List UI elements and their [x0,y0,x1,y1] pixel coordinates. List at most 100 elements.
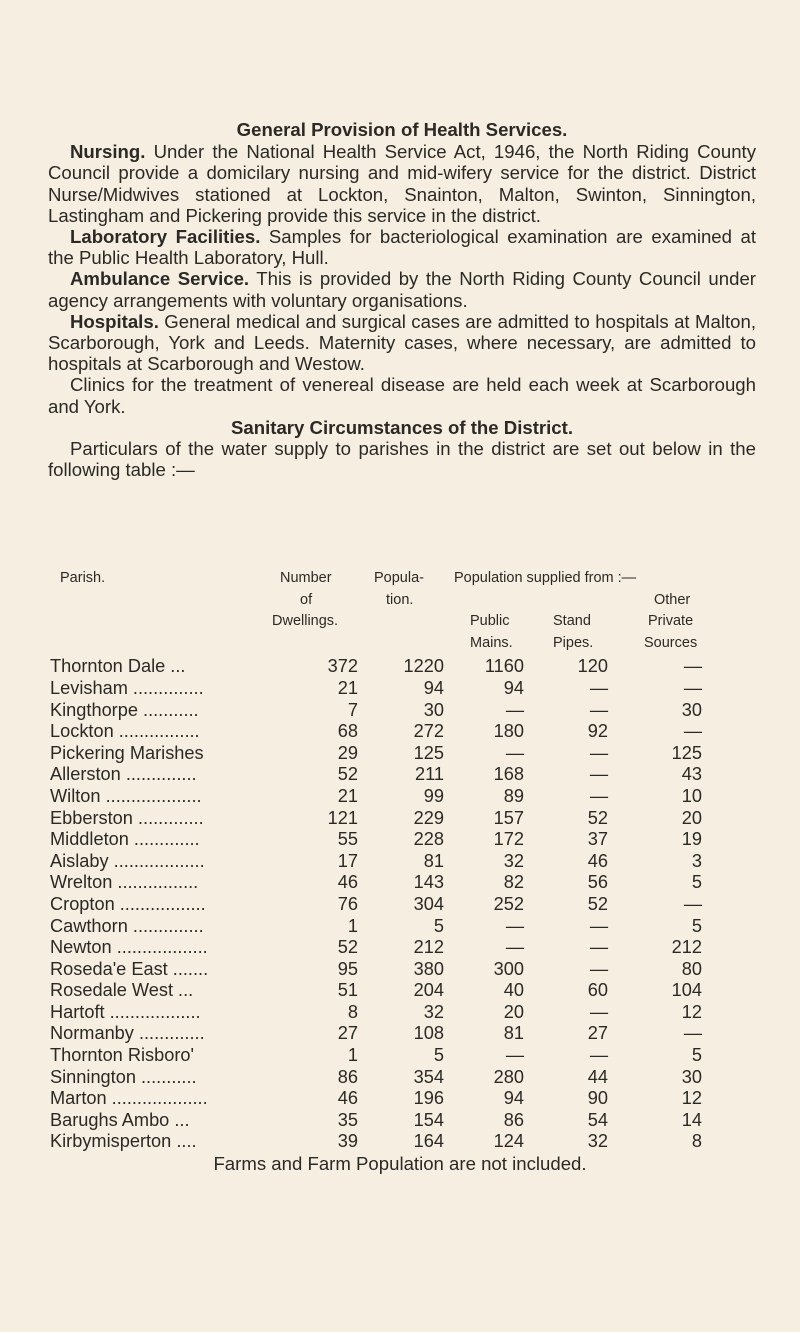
cell-other-sources: 20 [681,807,702,828]
table-note: Farms and Farm Population are not includ… [213,1153,587,1175]
cell-parish: Roseda'e East ....... [50,958,209,979]
cell-population: 164 [413,1131,444,1152]
cell-parish: Cropton ................. [50,893,206,914]
cell-parish: Hartoft .................. [50,1001,201,1022]
table-header-row: Dwellings. Public Stand Private [272,613,694,630]
paragraph-ambulance: Ambulance Service. This is provided by t… [48,268,756,311]
cell-public-mains: 94 [503,1088,524,1109]
cell-public-mains: 180 [493,721,524,742]
cell-dwellings: 1 [347,1045,358,1066]
cell-parish: Wrelton ................ [50,872,199,893]
cell-parish: Ebberston ............. [50,807,204,828]
paragraph-clinics: Clinics for the treatment of venereal di… [48,374,756,417]
cell-stand-pipes: 37 [587,829,608,850]
cell-population: 380 [413,958,444,979]
cell-population: 304 [413,893,444,914]
cell-other-sources: — [683,656,702,677]
table-header-row: Mains. Pipes. Sources [470,634,698,651]
cell-parish: Wilton ................... [50,785,202,806]
cell-parish: Levisham .............. [50,677,204,698]
cell-public-mains: 89 [503,785,524,806]
header-population: Popula- [374,570,424,586]
cell-dwellings: 29 [337,742,358,763]
cell-stand-pipes: 27 [587,1023,608,1044]
cell-public-mains: 82 [503,872,524,893]
paragraph-laboratory: Laboratory Facilities. Samples for bacte… [48,226,756,269]
cell-parish: Rosedale West ... [50,980,194,1001]
table-row: Allerston .............. 52 211 168 — 43 [50,764,750,786]
cell-public-mains: 280 [493,1066,524,1087]
cell-dwellings: 7 [347,699,358,720]
cell-population: 30 [423,699,444,720]
table-body: Thornton Dale ... 372 1220 1160 120— Levisham… [50,656,750,1153]
cell-dwellings: 95 [337,958,358,979]
cell-other-sources: — [683,893,702,914]
table-row: Thornton Risboro' 1 5 — — 5 [50,1045,750,1067]
table-row: Pickering Marishes 29 125 — — 125 [50,743,750,765]
cell-stand-pipes: 56 [587,872,608,893]
cell-parish: Allerston .............. [50,764,197,785]
cell-public-mains: 81 [503,1023,524,1044]
cell-parish: Barughs Ambo ... [50,1109,190,1130]
cell-population: 143 [413,872,444,893]
cell-parish: Lockton ................ [50,721,200,742]
table-row: Kingthorpe ........... 7 30 — — 30 [50,700,750,722]
cell-other-sources: 19 [681,829,702,850]
cell-public-mains: — [505,937,524,958]
cell-stand-pipes: — [589,677,608,698]
cell-public-mains: 168 [493,764,524,785]
cell-parish: Normanby ............. [50,1023,205,1044]
cell-dwellings: 55 [337,829,358,850]
cell-public-mains: 32 [503,850,524,871]
cell-dwellings: 46 [337,1088,358,1109]
cell-public-mains: 20 [503,1001,524,1022]
table-row: Lockton ................ 68 272 180 92 — [50,721,750,743]
cell-public-mains: 94 [503,677,524,698]
cell-population: 354 [413,1066,444,1087]
table-row: Rosedale West ... 51 204 40 60 104 [50,980,750,1002]
document-page: General Provision of Health Services. Nu… [48,119,756,480]
cell-dwellings: 1 [347,915,358,936]
cell-public-mains: 172 [493,829,524,850]
cell-public-mains: 157 [493,807,524,828]
page-title: General Provision of Health Services. [236,119,568,140]
table-row: Kirbymisperton .... 39 164 124 32 8 [50,1131,750,1153]
cell-stand-pipes: — [589,742,608,763]
cell-stand-pipes: 120 [577,656,608,677]
cell-population: 108 [413,1023,444,1044]
cell-parish: Cawthorn .............. [50,915,204,936]
cell-stand-pipes: — [589,1045,608,1066]
cell-dwellings: 35 [337,1109,358,1130]
cell-population: 32 [423,1001,444,1022]
cell-dwellings: 52 [337,764,358,785]
table-row: Roseda'e East ....... 95 380 300 — 80 [50,959,750,981]
cell-parish: Middleton ............. [50,829,200,850]
cell-population: 229 [413,807,444,828]
cell-dwellings: 17 [337,850,358,871]
cell-parish: Kingthorpe ........... [50,699,199,720]
cell-stand-pipes: 32 [587,1131,608,1152]
table-row: Thornton Dale ... 372 1220 1160 120 — [50,656,750,678]
cell-other-sources: 30 [681,699,702,720]
cell-stand-pipes: 44 [587,1066,608,1087]
cell-parish: Sinnington ........... [50,1066,197,1087]
cell-stand-pipes: — [589,958,608,979]
paragraph-nursing: Nursing. Under the National Health Servi… [48,141,756,226]
cell-dwellings: 8 [347,1001,358,1022]
cell-parish: Newton .................. [50,937,208,958]
table-row: Marton ................... 46 196 94 90 12 [50,1088,750,1110]
cell-other-sources: 8 [691,1131,702,1152]
cell-other-sources: 5 [691,872,702,893]
cell-population: 5 [433,915,444,936]
cell-parish: Kirbymisperton .... [50,1131,197,1152]
cell-population: 99 [423,785,444,806]
cell-other-sources: 125 [671,742,702,763]
cell-public-mains: 252 [493,893,524,914]
cell-population: 211 [415,764,444,785]
cell-population: 125 [413,742,444,763]
cell-dwellings: 372 [327,656,358,677]
cell-public-mains: 300 [493,958,524,979]
table-row: Wrelton ................ 46 143 82 56 5 [50,872,750,894]
cell-other-sources: 104 [671,980,702,1001]
cell-dwellings: 51 [337,980,358,1001]
